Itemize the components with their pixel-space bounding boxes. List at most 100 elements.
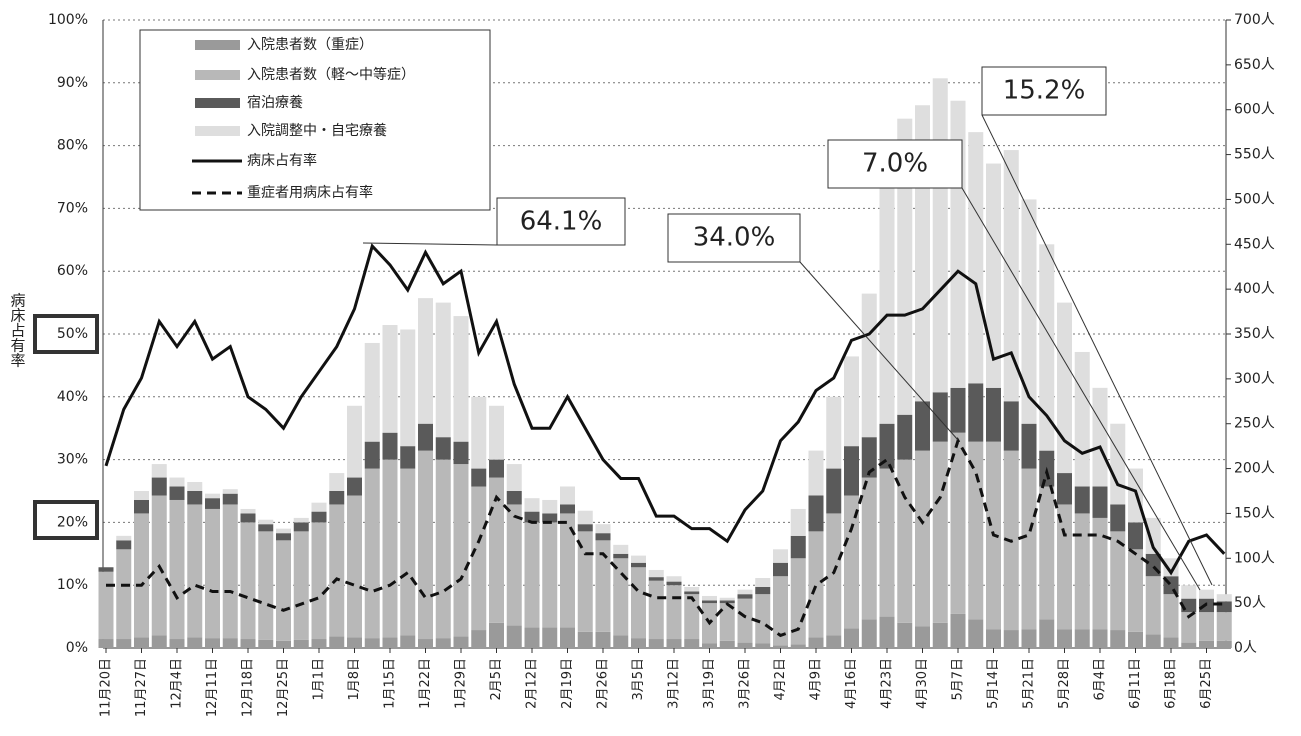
bar-segment [1145,517,1161,554]
bar-segment [808,450,824,496]
bar-segment [577,531,593,632]
bar-segment [506,625,522,648]
annotation-box [981,66,1107,116]
bar-segment [915,450,930,627]
bar-segment [489,405,504,460]
bar-segment [364,342,380,442]
x-tick-label: 5月21日 [1022,658,1037,709]
bar-segment [719,600,735,604]
bar-segment [205,508,220,639]
bar-segment [471,630,487,648]
y-tick-label: 80% [57,138,88,154]
annotation: 64.1% [520,207,603,237]
x-tick-label: 12月4日 [170,658,185,709]
leader-line [799,261,959,441]
bar-segment [435,638,451,648]
legend-swatch [195,70,240,80]
bar-segment [1092,387,1108,487]
bar-segment [737,589,753,595]
bar-segment [666,639,682,648]
bar-segment [471,486,487,631]
bar-segment [524,522,540,628]
annotation-box [827,139,963,189]
bar-segment [116,540,132,550]
bar-segment [187,491,203,505]
x-tick-label: 1月29日 [454,658,469,709]
bar-segment [222,489,238,494]
y2-tick-label: 100人 [1234,550,1275,566]
bar-segment [897,118,913,415]
x-tick-label: 1月22日 [418,658,433,709]
bar-segment [666,581,682,586]
bar-segment [1021,629,1037,648]
bar-segment [258,639,274,648]
bar-segment [932,622,948,648]
bar-segment [1092,629,1108,648]
bar-segment [932,392,948,442]
bar-segment [151,464,167,478]
bar-segment [1039,486,1055,620]
bar-segment [684,591,700,595]
bar-segment [1092,486,1108,518]
bar-segment [631,562,646,568]
bar-segment [311,511,327,523]
bar-segment [702,595,717,601]
bar-segment [986,163,1001,388]
x-tick-label: 2月26日 [596,658,611,709]
bar-segment [1110,531,1126,631]
bar-segment [382,432,398,460]
bar-segment [1057,302,1072,474]
bar-segment [134,491,149,500]
bar-segment [205,493,220,499]
bar-segment [1039,619,1055,648]
annotation: 34.0% [693,223,776,253]
bar-segment [755,643,771,648]
bar-segment [826,396,842,469]
bar-segment [329,636,345,648]
bar-segment [897,622,913,648]
bar-segment [347,405,362,478]
bar-segment [826,635,842,648]
bar-segment [134,637,149,648]
bar-segment [98,571,114,640]
annotation-box [667,213,801,263]
bar-segment [968,132,984,384]
x-tick-label: 12月18日 [241,658,256,717]
bar-segment [808,495,824,532]
bar-segment [968,383,984,442]
bar-segment [648,577,664,581]
bar-segment [489,622,504,648]
y2-tick-label: 50人 [1234,595,1266,611]
legend-label: 入院患者数（軽～中等症） [247,66,415,83]
bar-segment [471,468,487,487]
bar-segment [116,535,132,541]
bar-segment [400,468,416,636]
bar-segment [719,640,735,648]
bar-segment [329,473,345,491]
x-tick-label: 11月20日 [99,658,114,717]
bar-segment [329,504,345,637]
bar-segment [613,553,629,559]
bar-segment [790,644,806,648]
annotation: 7.0% [862,149,928,179]
bar-segment [808,637,824,648]
bar-segment [524,627,540,648]
bar-segment [595,533,611,541]
bar-segment [613,635,629,648]
x-tick-label: 6月4日 [1093,658,1108,701]
bar-segment [1145,576,1161,635]
x-tick-label: 3月5日 [631,658,646,701]
bar-segment [666,585,682,640]
bar-segment [506,504,522,626]
bar-segment [453,464,469,637]
y2-tick-label: 150人 [1234,505,1275,521]
bar-segment [808,531,824,638]
bar-segment [879,172,895,424]
x-tick-label: 1月1日 [312,658,327,701]
bar-segment [755,594,771,644]
bar-segment [258,519,274,525]
bar-segment [932,78,948,393]
bar-segment [418,423,433,451]
bar-segment [560,486,575,505]
